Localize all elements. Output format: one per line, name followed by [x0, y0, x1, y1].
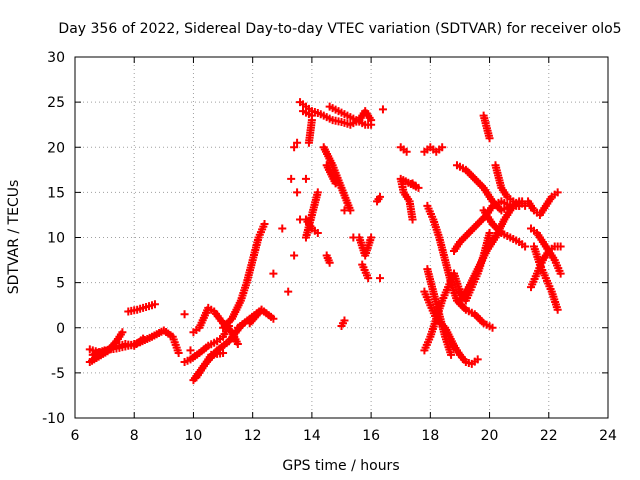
series-arc-29 — [479, 111, 524, 210]
y-axis-label: SDTVAR / TECUs — [6, 180, 22, 295]
data-point — [340, 316, 349, 325]
data-point — [284, 287, 293, 296]
data-point — [485, 228, 494, 237]
series-arc-16 — [325, 102, 376, 129]
data-point — [278, 224, 287, 233]
x-tick-label: 14 — [303, 428, 321, 444]
data-point — [553, 305, 562, 314]
series-arc-20 — [420, 143, 447, 156]
data-points — [85, 98, 565, 385]
data-point — [488, 323, 497, 332]
data-point — [313, 228, 322, 237]
data-point — [367, 233, 376, 242]
data-point — [375, 274, 384, 283]
x-tick-label: 12 — [244, 428, 262, 444]
series-arc-18 — [322, 105, 387, 330]
series-arc-28 — [452, 161, 530, 215]
data-point — [269, 269, 278, 278]
x-tick-label: 10 — [185, 428, 203, 444]
series-arc-11 — [245, 107, 316, 328]
series-arc-17 — [322, 161, 373, 283]
series-arc-32 — [524, 188, 562, 219]
series-arc-21 — [423, 201, 497, 332]
series-arc-34 — [527, 224, 565, 278]
data-point — [375, 192, 384, 201]
data-point — [174, 349, 183, 358]
data-point — [301, 174, 310, 183]
data-point — [553, 188, 562, 197]
series-arc-19 — [396, 143, 423, 224]
y-tick-label: 30 — [47, 50, 65, 66]
x-tick-label: 24 — [599, 428, 617, 444]
data-point — [269, 314, 278, 323]
y-tick-label: 25 — [47, 95, 65, 111]
chart-title: Day 356 of 2022, Sidereal Day-to-day VTE… — [58, 21, 621, 37]
series-arc-4 — [124, 300, 159, 316]
data-point — [293, 138, 302, 147]
data-point — [331, 179, 340, 188]
data-point — [287, 174, 296, 183]
y-tick-label: 0 — [56, 321, 65, 337]
data-point — [556, 269, 565, 278]
x-tick-label: 16 — [362, 428, 380, 444]
y-tick-label: 20 — [47, 140, 65, 156]
series-arc-35 — [529, 242, 562, 314]
data-point — [340, 206, 349, 215]
x-tick-label: 20 — [481, 428, 499, 444]
data-point — [402, 147, 411, 156]
data-point — [485, 134, 494, 143]
series-arc-30 — [455, 197, 527, 305]
data-point — [408, 215, 417, 224]
plot-frame — [74, 56, 609, 419]
x-tick-label: 8 — [130, 428, 139, 444]
data-point — [521, 242, 530, 251]
data-point — [219, 349, 228, 358]
data-point — [186, 346, 195, 355]
x-tick-label: 22 — [540, 428, 558, 444]
data-point — [257, 305, 266, 314]
data-point — [150, 300, 159, 309]
y-tick-label: 10 — [47, 231, 65, 247]
data-point — [447, 350, 456, 359]
x-tick-label: 18 — [421, 428, 439, 444]
y-tick-labels: -10 -5 0 5 10 15 20 25 30 — [42, 50, 65, 427]
y-tick-label: 15 — [47, 185, 65, 201]
data-point — [556, 242, 565, 251]
x-axis-label: GPS time / hours — [282, 458, 399, 474]
series-arc-15 — [301, 143, 376, 260]
series-arc-9 — [219, 219, 269, 332]
y-tick-label: -5 — [51, 366, 65, 382]
series-arc-8 — [189, 321, 245, 385]
data-point — [307, 116, 316, 125]
series-arc-24 — [420, 287, 459, 350]
x-tick-labels: 6 8 10 12 14 16 18 20 22 24 — [71, 428, 617, 444]
series-arc-13 — [290, 98, 376, 152]
data-point — [349, 233, 358, 242]
y-tick-label: -10 — [42, 411, 65, 427]
data-point — [233, 339, 242, 348]
data-point — [313, 188, 322, 197]
data-point — [364, 274, 373, 283]
y-tick-label: 5 — [56, 276, 65, 292]
series-arc-26 — [450, 341, 482, 368]
series-arc-3 — [88, 326, 183, 359]
data-point — [325, 258, 334, 267]
series-arc-31 — [479, 206, 530, 251]
series-arc-12 — [284, 116, 316, 296]
data-point — [438, 143, 447, 152]
data-point — [293, 188, 302, 197]
data-point — [378, 105, 387, 114]
x-tick-label: 6 — [71, 428, 80, 444]
data-point — [473, 355, 482, 364]
data-point — [118, 328, 127, 337]
data-point — [367, 120, 376, 129]
data-point — [290, 251, 299, 260]
data-point — [180, 310, 189, 319]
data-point — [290, 143, 299, 152]
data-point — [260, 219, 269, 228]
